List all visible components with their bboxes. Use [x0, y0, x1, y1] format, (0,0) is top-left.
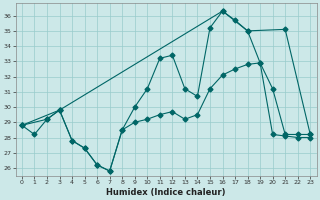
X-axis label: Humidex (Indice chaleur): Humidex (Indice chaleur): [106, 188, 226, 197]
